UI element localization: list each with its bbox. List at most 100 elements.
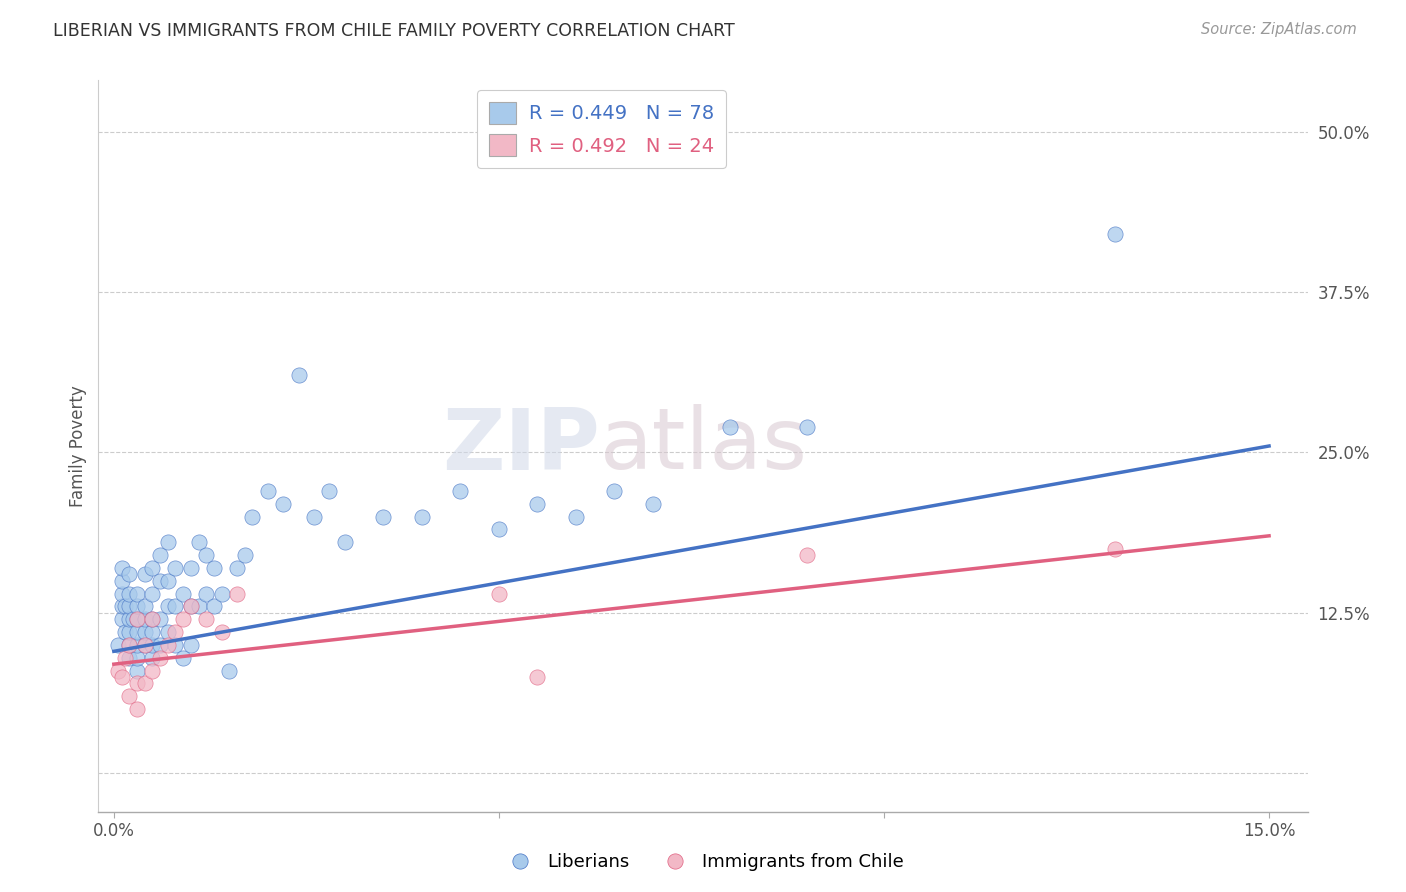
Point xyxy=(134,638,156,652)
Text: Source: ZipAtlas.com: Source: ZipAtlas.com xyxy=(1201,22,1357,37)
Point xyxy=(110,561,132,575)
Point xyxy=(110,574,132,588)
Point xyxy=(211,586,233,600)
Point xyxy=(195,612,218,626)
Point xyxy=(118,599,141,614)
Point xyxy=(641,497,664,511)
Point xyxy=(125,638,148,652)
Point xyxy=(287,368,309,383)
Point xyxy=(118,690,141,704)
Point xyxy=(118,612,141,626)
Point xyxy=(114,650,136,665)
Point xyxy=(125,612,148,626)
Point xyxy=(134,612,156,626)
Point xyxy=(107,638,129,652)
Point xyxy=(149,574,172,588)
Point xyxy=(149,548,172,562)
Point xyxy=(718,419,741,434)
Point xyxy=(180,638,202,652)
Point xyxy=(796,548,818,562)
Point xyxy=(125,702,148,716)
Point xyxy=(488,523,510,537)
Point xyxy=(125,676,148,690)
Point xyxy=(141,586,163,600)
Point xyxy=(411,509,433,524)
Point xyxy=(180,599,202,614)
Point xyxy=(318,483,340,498)
Point xyxy=(165,638,187,652)
Point xyxy=(125,625,148,640)
Point xyxy=(107,664,129,678)
Point xyxy=(125,664,148,678)
Point xyxy=(488,586,510,600)
Point xyxy=(118,586,141,600)
Point xyxy=(233,548,256,562)
Point xyxy=(226,586,249,600)
Point xyxy=(141,612,163,626)
Point xyxy=(165,625,187,640)
Point xyxy=(156,574,179,588)
Point xyxy=(172,612,194,626)
Point xyxy=(565,509,588,524)
Point xyxy=(195,586,218,600)
Point xyxy=(271,497,294,511)
Point xyxy=(134,676,156,690)
Point xyxy=(134,638,156,652)
Point xyxy=(134,625,156,640)
Point xyxy=(373,509,395,524)
Point xyxy=(141,561,163,575)
Point xyxy=(149,650,172,665)
Point xyxy=(125,612,148,626)
Point xyxy=(141,650,163,665)
Point xyxy=(165,561,187,575)
Point xyxy=(226,561,249,575)
Point xyxy=(156,638,179,652)
Point xyxy=(125,599,148,614)
Point xyxy=(796,419,818,434)
Point xyxy=(195,548,218,562)
Point xyxy=(118,638,141,652)
Point xyxy=(122,612,145,626)
Point xyxy=(118,567,141,582)
Point xyxy=(110,586,132,600)
Point xyxy=(1104,541,1126,556)
Point xyxy=(333,535,356,549)
Point xyxy=(218,664,240,678)
Point xyxy=(180,561,202,575)
Point xyxy=(242,509,264,524)
Point xyxy=(187,535,209,549)
Point xyxy=(134,599,156,614)
Point xyxy=(172,650,194,665)
Point xyxy=(118,638,141,652)
Point xyxy=(257,483,280,498)
Text: atlas: atlas xyxy=(600,404,808,488)
Point xyxy=(302,509,325,524)
Point xyxy=(118,650,141,665)
Y-axis label: Family Poverty: Family Poverty xyxy=(69,385,87,507)
Point xyxy=(134,567,156,582)
Point xyxy=(211,625,233,640)
Point xyxy=(114,599,136,614)
Legend: R = 0.449   N = 78, R = 0.492   N = 24: R = 0.449 N = 78, R = 0.492 N = 24 xyxy=(477,90,727,168)
Point xyxy=(141,638,163,652)
Point xyxy=(156,535,179,549)
Text: LIBERIAN VS IMMIGRANTS FROM CHILE FAMILY POVERTY CORRELATION CHART: LIBERIAN VS IMMIGRANTS FROM CHILE FAMILY… xyxy=(53,22,735,40)
Point xyxy=(125,586,148,600)
Point xyxy=(449,483,471,498)
Point xyxy=(141,625,163,640)
Point xyxy=(172,586,194,600)
Point xyxy=(110,670,132,684)
Point xyxy=(603,483,626,498)
Point xyxy=(141,664,163,678)
Point xyxy=(125,650,148,665)
Point xyxy=(149,638,172,652)
Point xyxy=(114,625,136,640)
Point xyxy=(202,599,225,614)
Point xyxy=(110,599,132,614)
Point xyxy=(156,625,179,640)
Point xyxy=(110,612,132,626)
Legend: Liberians, Immigrants from Chile: Liberians, Immigrants from Chile xyxy=(495,847,911,879)
Text: ZIP: ZIP xyxy=(443,404,600,488)
Point xyxy=(141,612,163,626)
Point xyxy=(187,599,209,614)
